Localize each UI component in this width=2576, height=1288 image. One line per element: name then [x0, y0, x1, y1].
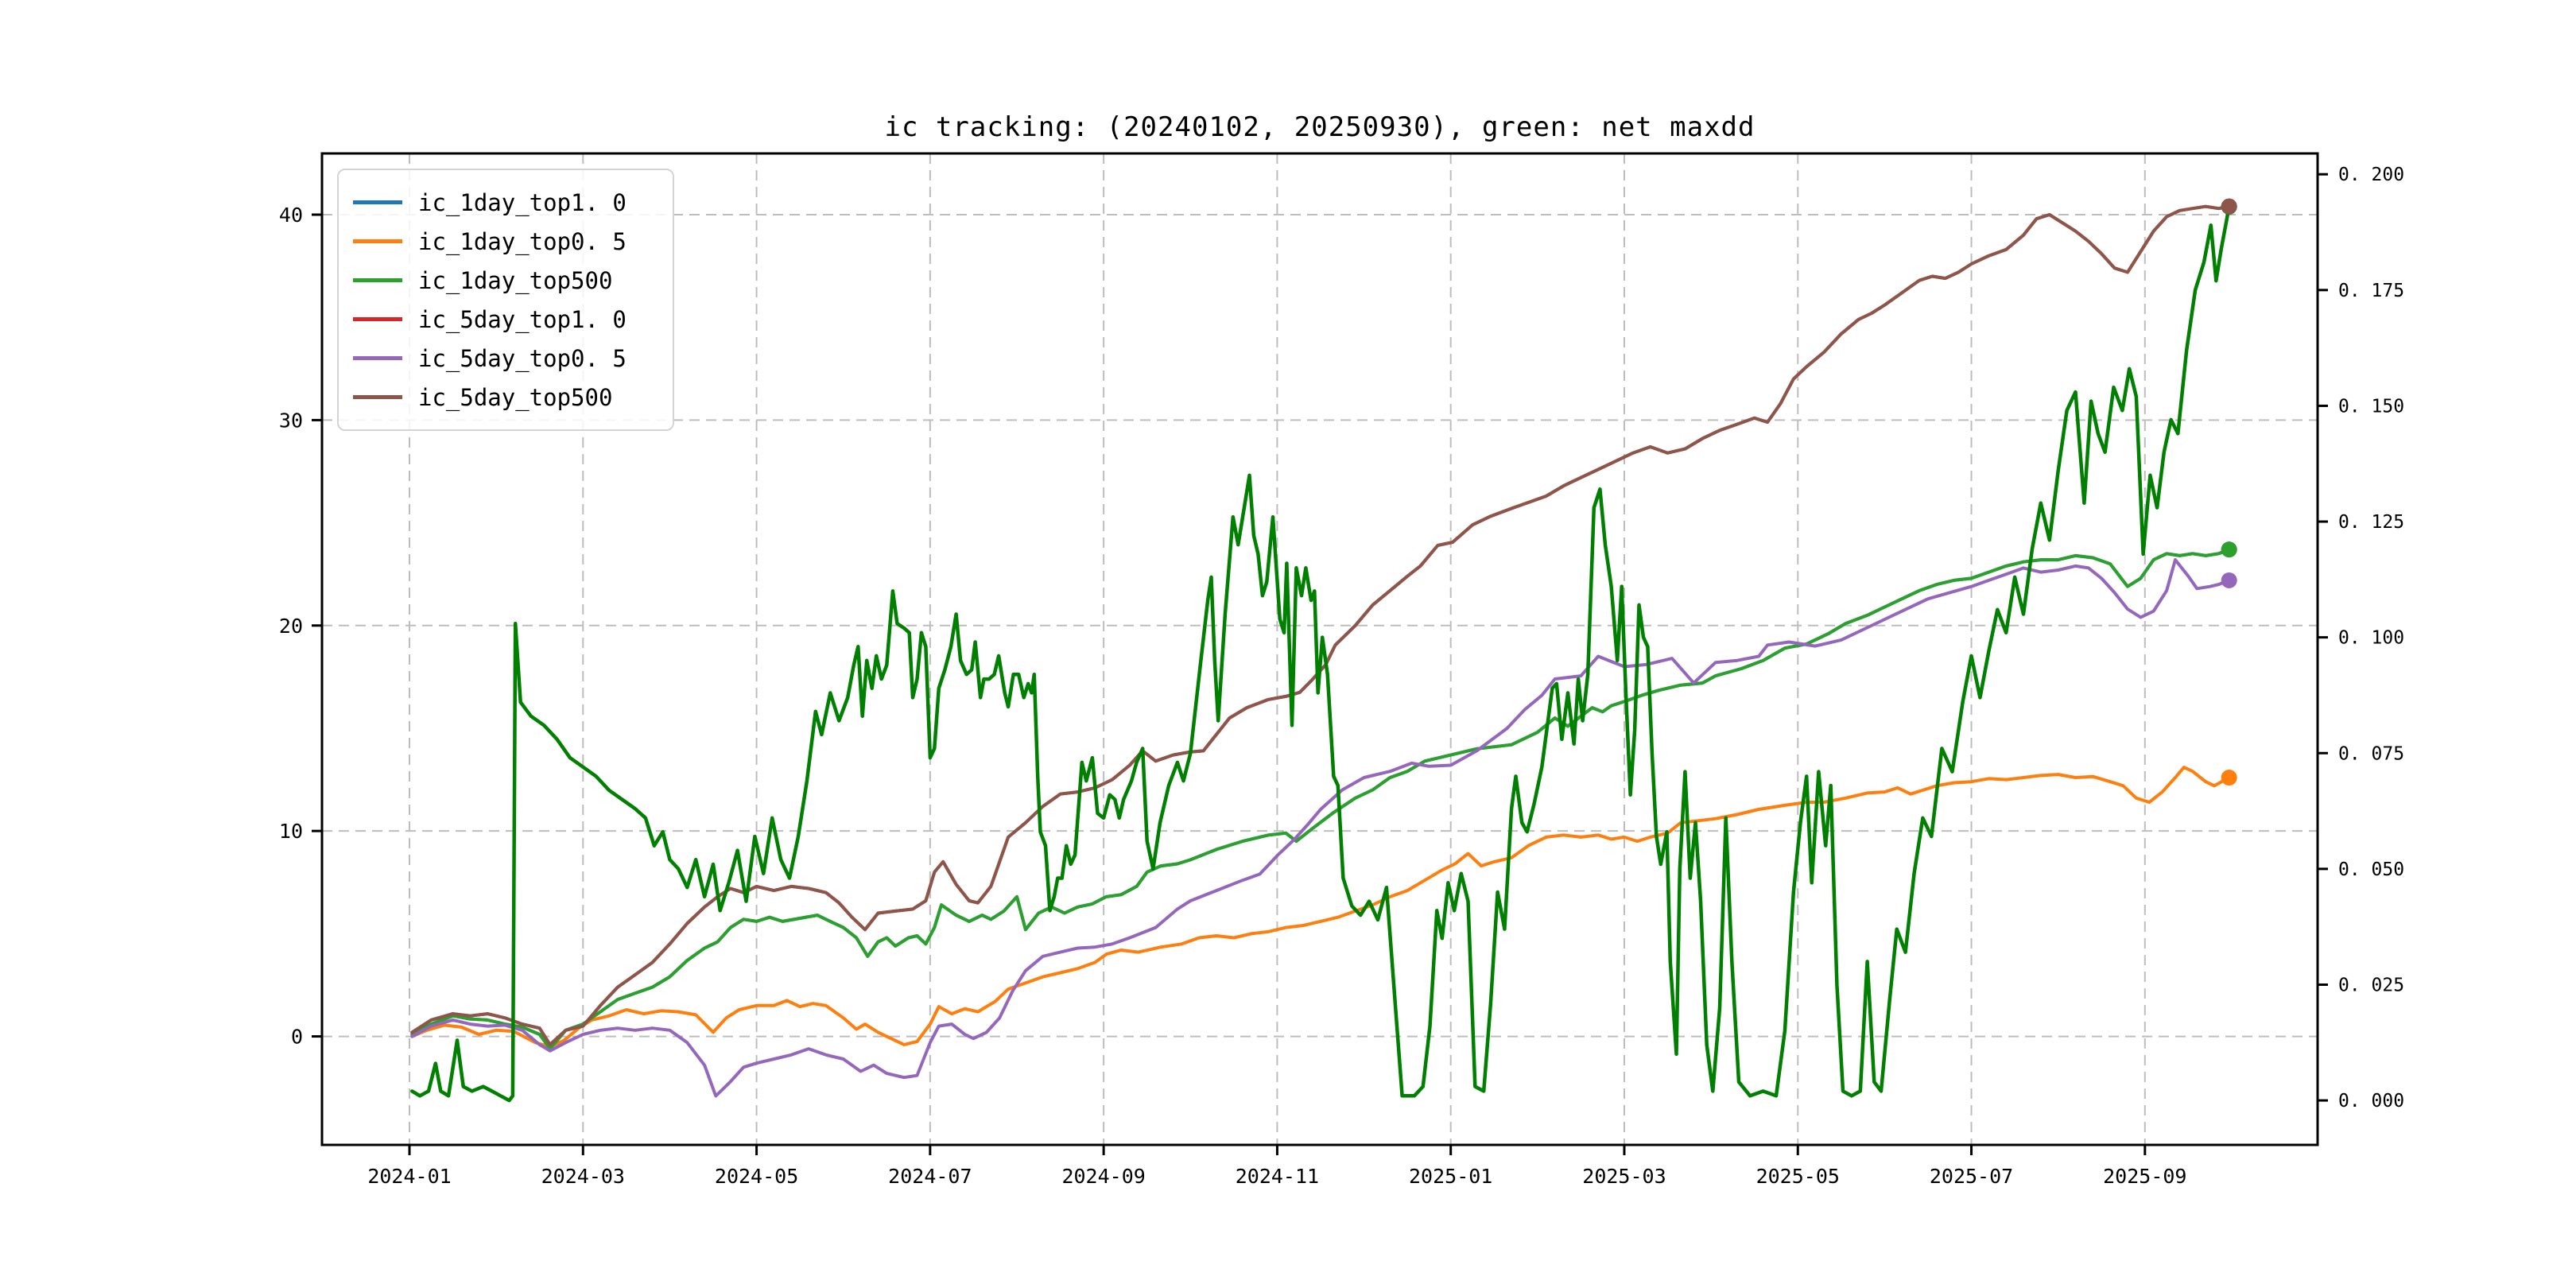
y-left-tick-label: 20: [279, 615, 303, 638]
legend-box: ic_1day_top1. 0 ic_1day_top0. 5 ic_1day_to…: [337, 169, 674, 431]
end-markers: [2221, 198, 2237, 786]
x-tick-label: 2024-05: [715, 1165, 798, 1188]
x-tick-label: 2024-07: [888, 1165, 972, 1188]
plot-border: [320, 152, 2319, 1146]
legend-line-swatch: [353, 239, 402, 243]
legend-label: ic_1day_top0. 5: [418, 227, 627, 255]
legend-line-swatch: [353, 317, 402, 321]
x-tick-label: 2025-01: [1409, 1165, 1492, 1188]
y-right-tick-label: 0. 175: [2338, 281, 2404, 301]
series-line-ic_5day_top0.5: [410, 558, 2231, 1098]
legend-item-6: ic_5day_top500: [353, 378, 658, 417]
legend-item-3: ic_1day_top500: [353, 261, 658, 300]
x-tick-label: 2024-09: [1061, 1165, 1145, 1188]
legend-item-5: ic_5day_top0. 5: [353, 339, 658, 378]
legend-label: ic_1day_top1. 0: [418, 188, 627, 216]
y-right-tick-label: 0. 075: [2338, 743, 2404, 764]
end-dot-ic_5day_top0.5: [2221, 572, 2237, 588]
y-right-tick-label: 0. 200: [2338, 165, 2404, 185]
end-dot-ic_1day_top500: [2221, 541, 2237, 558]
y-right-tick-label: 0. 025: [2338, 975, 2404, 995]
legend-line-swatch: [353, 200, 402, 204]
end-dot-ic_1day_top0.5: [2221, 769, 2237, 786]
y-left-tick-label: 30: [279, 409, 303, 432]
axis-ticks: [312, 173, 2328, 1155]
series-line-ic_5day_top1.0: [410, 204, 2231, 1046]
legend-label: ic_1day_top500: [418, 266, 613, 294]
legend-label: ic_5day_top1. 0: [418, 305, 627, 333]
end-dot-ic_5day_top500: [2221, 198, 2237, 215]
x-tick-label: 2024-03: [541, 1165, 625, 1188]
x-tick-label: 2025-05: [1756, 1165, 1840, 1188]
x-tick-label: 2024-11: [1236, 1165, 1319, 1188]
legend-line-swatch: [353, 395, 402, 399]
series-line-ic_1day_top0.5: [410, 766, 2231, 1049]
series-line-ic_1day_top500: [410, 548, 2231, 1051]
legend-line-swatch: [353, 278, 402, 282]
y-left-tick-label: 0: [291, 1026, 303, 1049]
chart-title: ic tracking: (20240102, 20250930), green…: [884, 111, 1755, 143]
y-left-tick-label: 40: [279, 204, 303, 227]
y-right-tick-label: 0. 125: [2338, 512, 2404, 533]
legend-item-4: ic_5day_top1. 0: [353, 300, 658, 339]
legend-label: ic_5day_top0. 5: [418, 344, 627, 372]
legend-label: ic_5day_top500: [418, 383, 613, 411]
y-left-tick-label: 10: [279, 820, 303, 843]
series-line-net_maxdd: [410, 204, 2231, 1103]
legend-item-1: ic_1day_top1. 0: [353, 183, 658, 222]
y-right-tick-label: 0. 100: [2338, 628, 2404, 649]
y-right-tick-label: 0. 150: [2338, 396, 2404, 417]
y-right-tick-label: 0. 050: [2338, 859, 2404, 880]
series-lines: [410, 204, 2231, 1103]
x-tick-label: 2025-03: [1582, 1165, 1666, 1188]
legend-line-swatch: [353, 356, 402, 360]
gridlines: [322, 153, 2318, 1145]
series-line-ic_5day_top500: [410, 204, 2231, 1046]
x-tick-label: 2025-09: [2103, 1165, 2186, 1188]
x-tick-label: 2024-01: [367, 1165, 451, 1188]
axis-labels: 2024-01 2024-03 2024-05 2024-07 2024-09 2024-…: [279, 165, 2404, 1188]
series-line-ic_1day_top1.0: [410, 548, 2231, 1051]
legend-item-2: ic_1day_top0. 5: [353, 222, 658, 261]
y-right-tick-label: 0. 000: [2338, 1091, 2404, 1111]
x-tick-label: 2025-07: [1930, 1165, 2013, 1188]
